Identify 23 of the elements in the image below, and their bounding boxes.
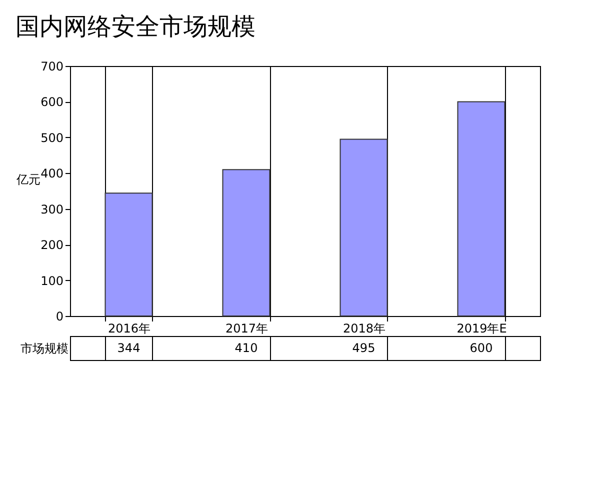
x-tick-label: 2019年E [456, 322, 507, 336]
y-tick-label: 200 [40, 238, 64, 252]
y-axis-title: 亿元 [16, 172, 40, 186]
y-tick-label: 300 [40, 202, 64, 216]
bar [457, 101, 506, 316]
bar [340, 138, 388, 316]
text: 市场规模 [20, 342, 68, 356]
y-tick-label: 500 [40, 130, 64, 145]
data-label: 600 [470, 341, 493, 355]
y-tick-label: 700 [40, 60, 64, 74]
x-tick-label: 2017年 [225, 322, 268, 336]
y-tick-label: 400 [40, 166, 64, 181]
data-label: 344 [117, 341, 140, 355]
chart-title: 国内网络安全市场规模 [16, 12, 256, 40]
bar [104, 192, 153, 316]
y-tick-label: 0 [56, 310, 64, 324]
data-label: 410 [234, 341, 258, 355]
bar [222, 169, 270, 316]
x-tick-label: 2016年 [108, 322, 151, 336]
y-tick-label: 100 [40, 274, 64, 288]
y-tick-label: 600 [40, 95, 64, 110]
x-tick-label: 2018年 [342, 322, 386, 336]
data-label: 495 [352, 341, 376, 355]
